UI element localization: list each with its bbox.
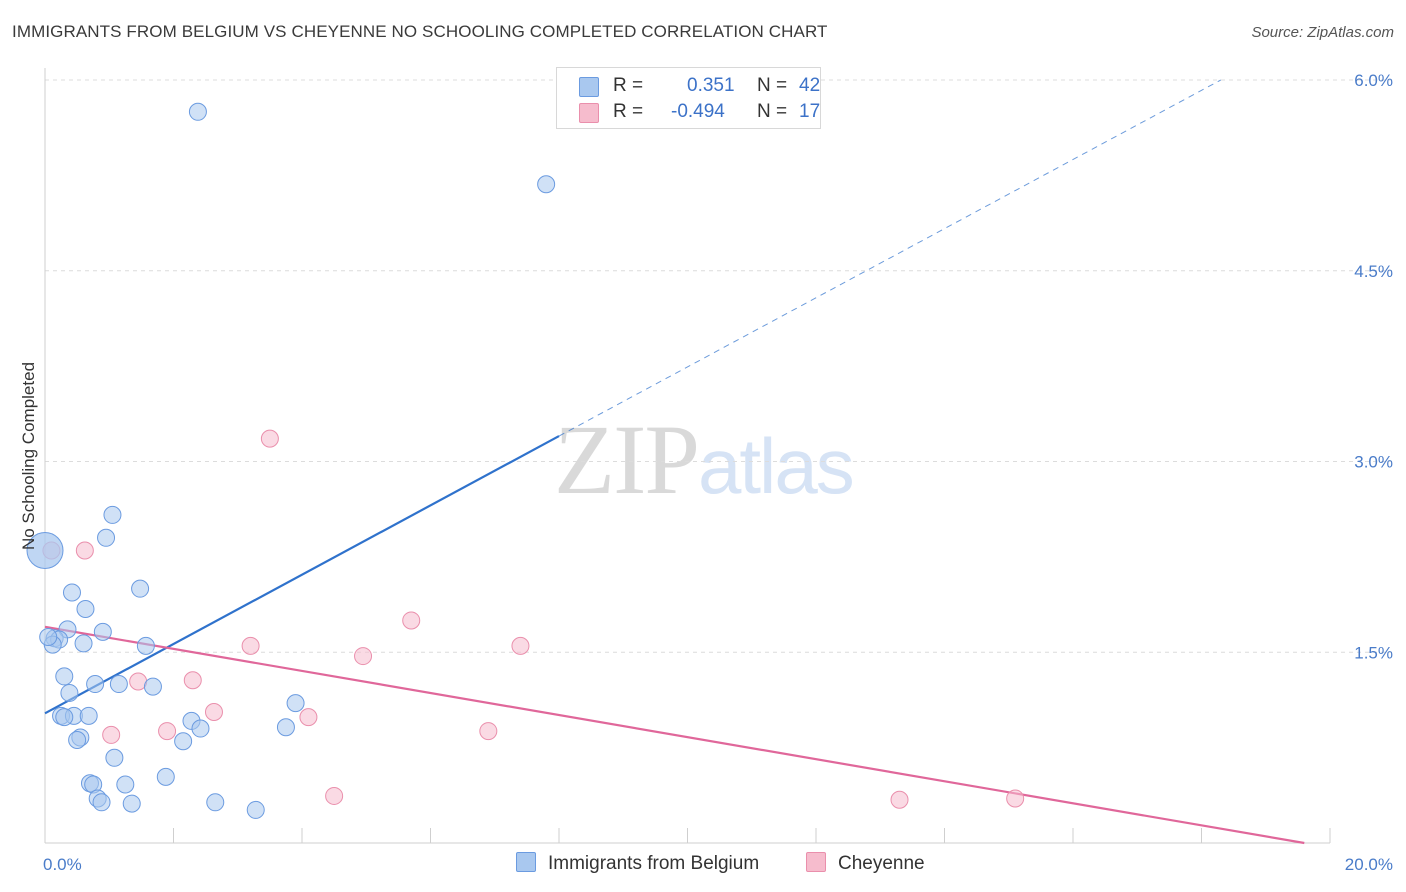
watermark: ZIPatlas — [554, 402, 855, 517]
cheyenne-point — [102, 725, 121, 744]
cheyenne-point — [158, 722, 177, 741]
series-swatch-cheyenne — [806, 852, 826, 872]
cheyenne-point — [890, 790, 909, 809]
belgium-point — [103, 505, 122, 524]
data-points — [26, 102, 1025, 819]
x-tick-label: 20.0% — [1345, 855, 1393, 874]
cheyenne-point — [183, 671, 202, 690]
belgium-point — [60, 683, 79, 702]
belgium-point — [68, 730, 87, 749]
cheyenne-point — [75, 541, 94, 560]
belgium-point — [286, 694, 305, 713]
belgium-point — [105, 748, 124, 767]
correlation-legend: R = 0.351 N = 42 R = -0.494 N = 17 — [556, 67, 821, 129]
belgium-point — [86, 675, 105, 694]
y-axis-title: No Schooling Completed — [19, 362, 38, 550]
y-tick-label: 1.5% — [1354, 643, 1393, 662]
belgium-point — [39, 627, 58, 646]
series-name-cheyenne: Cheyenne — [838, 853, 925, 874]
belgium-point — [276, 718, 295, 737]
legend-r-label: R = — [613, 101, 644, 122]
belgium-point — [55, 708, 74, 727]
belgium-point — [246, 800, 265, 819]
belgium-point — [174, 732, 193, 751]
belgium-trend-line — [44, 435, 560, 715]
belgium-point — [109, 675, 128, 694]
cheyenne-point — [354, 647, 373, 666]
belgium-point — [537, 175, 556, 194]
belgium-point — [206, 793, 225, 812]
belgium-point — [74, 634, 93, 653]
belgium-point — [79, 706, 98, 725]
belgium-point — [62, 583, 81, 602]
cheyenne-point — [260, 429, 279, 448]
grid-lines — [45, 79, 1392, 653]
y-tick-label: 6.0% — [1354, 71, 1393, 90]
legend-r-value: -0.494 — [671, 101, 725, 122]
cheyenne-point — [241, 636, 260, 655]
cheyenne-point — [325, 786, 344, 805]
belgium-point — [131, 579, 150, 598]
legend-n-value: 42 — [799, 75, 821, 96]
legend-n-value: 17 — [799, 101, 821, 122]
belgium-point — [143, 677, 162, 696]
series-name-belgium: Immigrants from Belgium — [548, 853, 760, 874]
belgium-point — [116, 775, 135, 794]
legend-swatch-cheyenne — [579, 103, 599, 123]
cheyenne-point — [511, 636, 530, 655]
belgium-trend-extension — [558, 79, 1222, 437]
belgium-point — [92, 793, 111, 812]
watermark-atlas: atlas — [698, 422, 855, 510]
belgium-point — [93, 622, 112, 641]
source-label: Source: ZipAtlas.com — [1251, 24, 1394, 41]
axes — [44, 68, 1331, 844]
cheyenne-point — [402, 611, 421, 630]
series-legend-cheyenne: Cheyenne — [806, 852, 925, 875]
legend-swatch-belgium — [579, 77, 599, 97]
cheyenne-point — [479, 722, 498, 741]
belgium-point — [55, 667, 74, 686]
belgium-point — [188, 102, 207, 121]
tick-labels: 1.5% 3.0% 4.5% 6.0% 0.0% 20.0% — [43, 71, 1393, 874]
cheyenne-trend-line — [44, 625, 1305, 845]
watermark-zip: ZIP — [554, 404, 700, 515]
legend-n-label: N = — [757, 75, 788, 96]
belgium-point — [26, 532, 64, 570]
belgium-point — [191, 719, 210, 738]
x-tick-label: 0.0% — [43, 855, 82, 874]
legend-r-value: 0.351 — [687, 75, 735, 96]
y-tick-label: 4.5% — [1354, 262, 1393, 281]
belgium-point — [156, 767, 175, 786]
belgium-point — [136, 636, 155, 655]
cheyenne-point — [204, 703, 223, 722]
series-swatch-belgium — [516, 852, 536, 872]
belgium-point — [76, 600, 95, 619]
cheyenne-point — [1006, 789, 1025, 808]
belgium-point — [122, 794, 141, 813]
cheyenne-point — [299, 708, 318, 727]
legend-r-label: R = — [613, 75, 644, 96]
belgium-point — [97, 528, 116, 547]
trend-lines — [44, 79, 1305, 845]
y-tick-label: 3.0% — [1354, 453, 1393, 472]
legend-n-label: N = — [757, 101, 788, 122]
series-legend-belgium: Immigrants from Belgium — [516, 852, 759, 875]
chart-title: IMMIGRANTS FROM BELGIUM VS CHEYENNE NO S… — [12, 22, 828, 41]
